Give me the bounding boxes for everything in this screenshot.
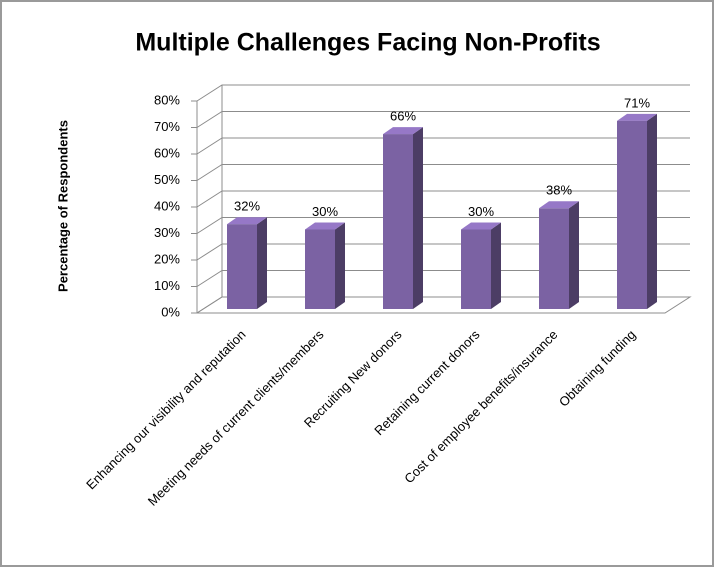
grid-line <box>196 111 690 128</box>
y-tick-label: 10% <box>154 278 180 293</box>
bar-top <box>461 222 501 230</box>
bar-side <box>491 222 501 309</box>
bar-side <box>413 127 423 309</box>
bar <box>539 208 569 309</box>
grid-line <box>196 270 690 287</box>
y-tick-label: 40% <box>154 198 180 213</box>
grid-line <box>196 190 690 208</box>
y-tick-label: 50% <box>154 172 180 187</box>
data-label: 71% <box>624 95 650 110</box>
data-label: 30% <box>312 204 338 219</box>
bar-side <box>647 113 657 309</box>
data-label: 32% <box>234 199 260 214</box>
y-tick-label: 70% <box>154 119 180 134</box>
bar-side <box>335 222 345 309</box>
data-label: 30% <box>468 204 494 219</box>
chart-title: Multiple Challenges Facing Non-Profits <box>135 29 600 57</box>
grid-line <box>196 84 690 102</box>
bar <box>383 134 413 309</box>
bar <box>227 224 257 309</box>
bar <box>305 229 335 309</box>
y-tick-label: 0% <box>161 304 180 319</box>
grid-line <box>196 296 690 314</box>
data-label: 38% <box>546 183 572 198</box>
bar-top <box>227 217 267 225</box>
bar-top <box>305 222 345 230</box>
bar-side <box>569 201 579 309</box>
grid-line <box>196 217 690 234</box>
y-tick-label: 60% <box>154 145 180 160</box>
bar-top <box>539 201 579 209</box>
y-axis-label: Percentage of Respondents <box>55 120 70 292</box>
grid-line <box>196 164 690 181</box>
bar-side <box>257 217 267 309</box>
y-tick-label: 80% <box>154 92 180 107</box>
y-tick-label: 20% <box>154 251 180 266</box>
grid-line <box>196 137 690 155</box>
bar-top <box>383 127 423 135</box>
grid-line <box>196 243 690 261</box>
bar <box>461 229 491 309</box>
data-label: 66% <box>390 109 416 124</box>
bar-top <box>617 113 657 121</box>
bar <box>617 120 647 309</box>
y-tick-label: 30% <box>154 225 180 240</box>
